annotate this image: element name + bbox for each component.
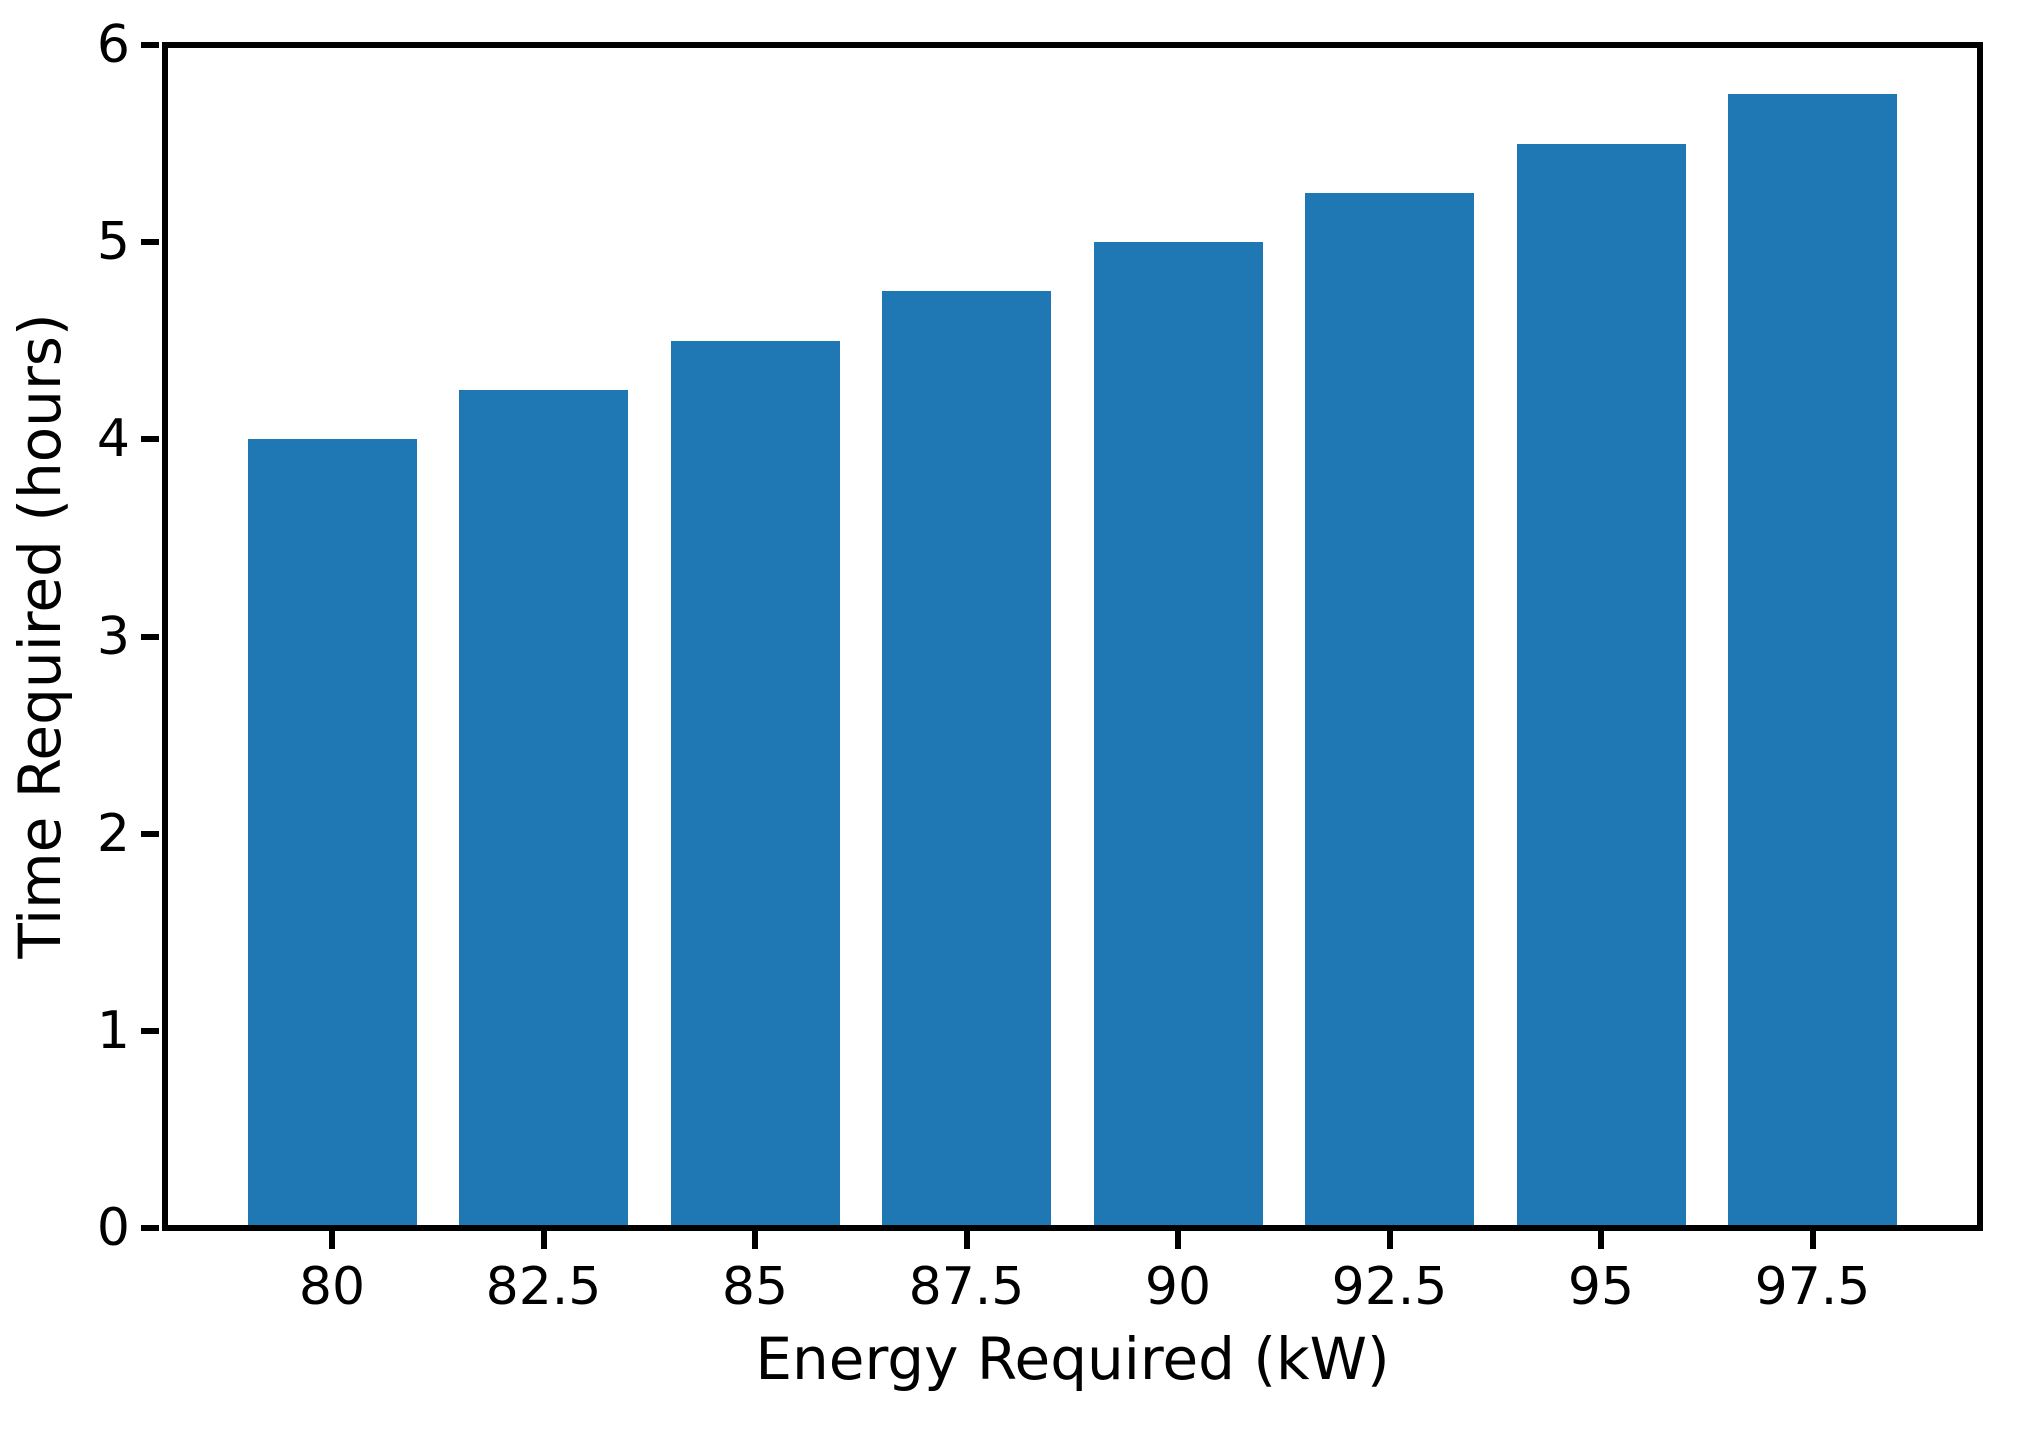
y-tick-label: 0: [96, 1198, 130, 1258]
x-tick-mark: [1175, 1231, 1181, 1249]
x-axis-line: [162, 1225, 1983, 1231]
y-tick-label: 4: [96, 409, 130, 470]
x-tick-label: 95: [1567, 1257, 1635, 1317]
y-tick-label: 3: [96, 606, 130, 667]
bar-80: [247, 439, 417, 1225]
y-axis-label: Time Required (hours): [6, 313, 74, 959]
top-spine: [162, 42, 1983, 48]
y-axis-line: [162, 42, 168, 1231]
bar-82.5: [459, 390, 628, 1225]
bar-95: [1516, 143, 1686, 1225]
y-tick-mark: [141, 239, 159, 246]
x-tick-label: 87.5: [908, 1257, 1025, 1317]
x-tick-label: 90: [1144, 1257, 1212, 1317]
x-axis-label: Energy Required (kW): [755, 1325, 1390, 1393]
x-tick-mark: [329, 1231, 335, 1249]
x-tick-mark: [1598, 1231, 1604, 1249]
x-tick-mark: [1809, 1231, 1816, 1249]
y-tick-mark: [141, 436, 159, 443]
x-tick-label: 80: [298, 1257, 366, 1317]
bar-85: [670, 340, 840, 1225]
bar-92.5: [1305, 192, 1474, 1225]
bar-97.5: [1728, 94, 1897, 1225]
bar-90: [1093, 242, 1263, 1225]
y-tick-label: 2: [96, 803, 130, 864]
y-tick-mark: [141, 42, 159, 48]
y-tick-mark: [141, 830, 159, 837]
bar-87.5: [882, 291, 1051, 1225]
x-tick-mark: [752, 1231, 758, 1249]
y-tick-label: 5: [96, 212, 130, 273]
y-tick-label: 1: [96, 1000, 130, 1061]
x-tick-mark: [540, 1231, 547, 1249]
x-tick-mark: [1386, 1231, 1393, 1249]
y-tick-mark: [141, 1225, 159, 1231]
y-tick-mark: [141, 633, 159, 640]
x-tick-label: 82.5: [485, 1257, 602, 1317]
x-tick-mark: [963, 1231, 970, 1249]
x-tick-label: 97.5: [1754, 1257, 1871, 1317]
x-tick-label: 92.5: [1331, 1257, 1448, 1317]
x-tick-label: 85: [721, 1257, 789, 1317]
right-spine: [1977, 42, 1983, 1231]
y-tick-label: 6: [96, 15, 130, 75]
y-tick-mark: [141, 1027, 159, 1034]
